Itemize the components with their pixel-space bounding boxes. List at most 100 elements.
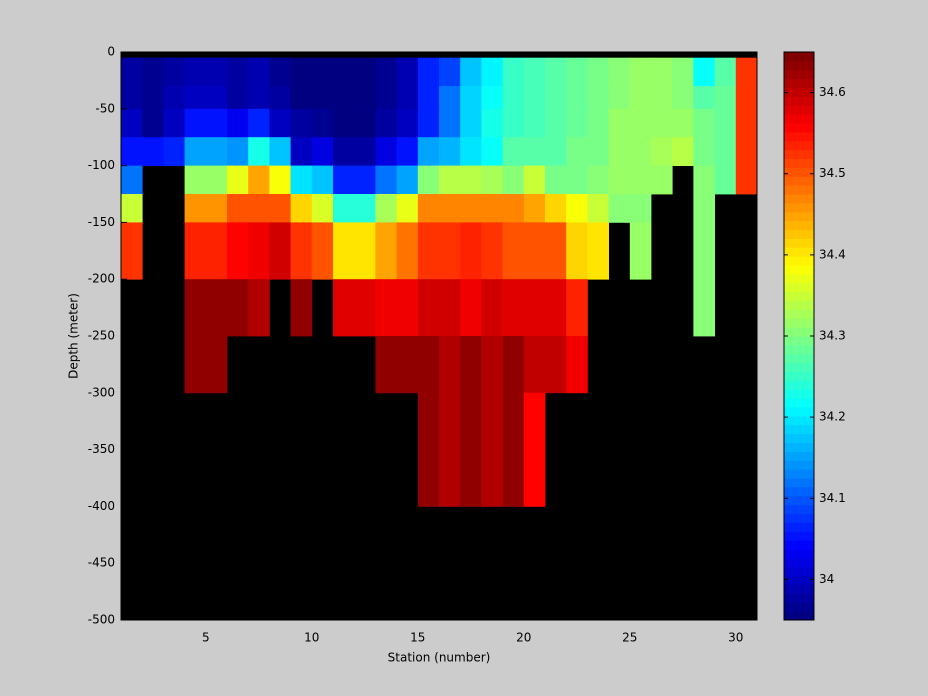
colorbar-swatch xyxy=(784,469,814,479)
x-axis-label: Station (number) xyxy=(388,651,491,665)
heatmap-cell xyxy=(523,279,546,337)
heatmap-cell xyxy=(354,57,376,87)
heatmap-cell xyxy=(629,165,652,195)
heatmap-cell xyxy=(311,86,334,110)
heatmap-cell xyxy=(608,165,631,195)
heatmap-cell xyxy=(439,194,461,223)
heatmap-cell xyxy=(205,222,228,280)
heatmap-cell xyxy=(396,57,419,87)
heatmap-cell xyxy=(248,108,270,138)
heatmap-cell xyxy=(375,279,397,337)
heatmap-cell xyxy=(714,165,737,195)
heatmap-cell xyxy=(545,86,567,110)
heatmap-cell xyxy=(396,86,419,110)
y-tick-label: -100 xyxy=(88,158,115,172)
colorbar-tick-label: 34.1 xyxy=(819,491,846,505)
heatmap-cell xyxy=(184,194,207,223)
colorbar-swatch xyxy=(784,433,814,443)
heatmap-cell xyxy=(269,222,291,280)
colorbar-swatch xyxy=(784,300,814,310)
heatmap-cell xyxy=(290,165,313,195)
heatmap-cell xyxy=(121,194,143,223)
heatmap-cell xyxy=(651,137,673,166)
heatmap-cell xyxy=(439,165,461,195)
heatmap-cell xyxy=(205,194,228,223)
heatmap-cell xyxy=(481,137,503,166)
heatmap-cell xyxy=(502,57,525,87)
heatmap-cell xyxy=(417,336,440,394)
y-tick-label: -500 xyxy=(88,613,115,627)
heatmap-cell xyxy=(566,279,588,337)
heatmap-cell xyxy=(439,336,461,394)
colorbar-swatch xyxy=(784,273,814,284)
colorbar-swatch xyxy=(784,611,814,621)
heatmap-cell xyxy=(184,86,207,110)
colorbar-swatch xyxy=(784,256,814,266)
heatmap-cell xyxy=(566,137,588,166)
x-tick-label: 10 xyxy=(304,631,319,645)
heatmap-cell xyxy=(290,108,313,138)
heatmap-cell xyxy=(608,194,631,223)
heatmap-cell xyxy=(311,108,334,138)
heatmap-cell xyxy=(460,392,482,507)
heatmap-cell xyxy=(481,336,503,394)
heatmap-cell xyxy=(629,86,652,110)
heatmap-cell xyxy=(354,165,376,195)
heatmap-cell xyxy=(481,165,503,195)
heatmap-cell xyxy=(375,137,397,166)
colorbar-swatch xyxy=(784,105,814,115)
heatmap-cell xyxy=(417,279,440,337)
y-tick-label: -250 xyxy=(88,329,115,343)
y-tick-label: -300 xyxy=(88,385,115,399)
heatmap-cell xyxy=(121,57,143,87)
heatmap-cell xyxy=(439,137,461,166)
colorbar-swatch xyxy=(784,185,814,195)
colorbar-swatch xyxy=(784,344,814,355)
x-tick-label: 25 xyxy=(622,631,637,645)
colorbar-swatch xyxy=(784,176,814,186)
colorbar-swatch xyxy=(784,407,814,417)
heatmap-cell xyxy=(502,108,525,138)
heatmap-cell xyxy=(672,137,694,166)
y-tick-label: -150 xyxy=(88,215,115,229)
x-tick-label: 30 xyxy=(728,631,743,645)
heatmap-cell xyxy=(333,165,355,195)
colorbar-swatch xyxy=(784,96,814,106)
heatmap-cell xyxy=(248,86,270,110)
heatmap-cell xyxy=(502,336,525,394)
y-tick-label: -400 xyxy=(88,499,115,513)
x-tick-label: 5 xyxy=(202,631,210,645)
heatmap-cell xyxy=(545,222,567,280)
colorbar-swatch xyxy=(784,540,814,550)
heatmap-cell xyxy=(523,222,546,280)
y-tick-label: 0 xyxy=(107,45,115,59)
heatmap-cell xyxy=(333,194,355,223)
colorbar-swatch xyxy=(784,486,814,497)
colorbar-swatch xyxy=(784,265,814,275)
y-tick-label: -450 xyxy=(88,556,115,570)
heatmap-cell xyxy=(205,86,228,110)
y-tick-label: -350 xyxy=(88,442,115,456)
colorbar-swatch xyxy=(784,167,814,177)
heatmap-cell xyxy=(375,86,397,110)
colorbar-swatch xyxy=(784,602,814,612)
heatmap-cell xyxy=(396,108,419,138)
heatmap-cell xyxy=(481,57,503,87)
heatmap-cell xyxy=(523,194,546,223)
heatmap-cell xyxy=(502,165,525,195)
heatmap-cell xyxy=(333,222,355,280)
heatmap-cell xyxy=(227,108,249,138)
x-tick-label: 15 xyxy=(410,631,425,645)
heatmap-cell xyxy=(396,194,419,223)
colorbar-swatch xyxy=(784,460,814,470)
heatmap-cell xyxy=(714,57,737,87)
heatmap-cell xyxy=(566,57,588,87)
heatmap-cell xyxy=(460,86,482,110)
heatmap-cell xyxy=(587,108,609,138)
heatmap-cell xyxy=(205,57,228,87)
heatmap-cell xyxy=(608,108,631,138)
heatmap-cell xyxy=(142,108,164,138)
heatmap-cell xyxy=(545,137,567,166)
heatmap-cell xyxy=(545,165,567,195)
